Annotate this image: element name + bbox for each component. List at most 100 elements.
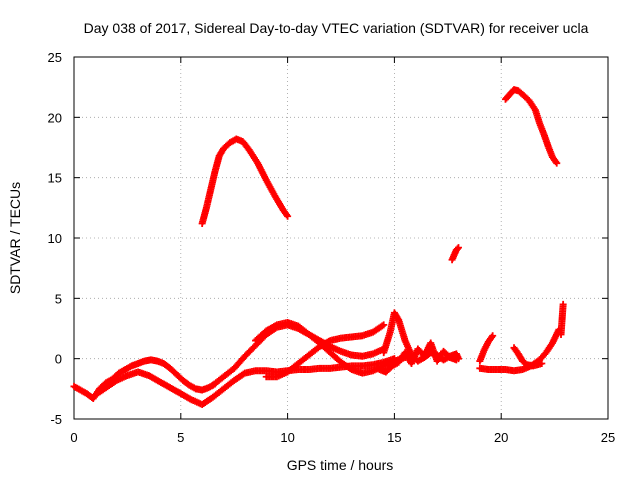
data-point	[284, 368, 292, 376]
data-point	[153, 357, 161, 365]
data-point	[273, 373, 281, 381]
data-point	[427, 339, 435, 347]
data-point	[198, 386, 206, 394]
data-point	[326, 337, 334, 345]
data-point	[510, 86, 518, 94]
data-point	[145, 372, 153, 380]
data-point	[177, 390, 185, 398]
data-point	[420, 352, 428, 360]
data-point	[305, 366, 313, 374]
data-point	[382, 368, 390, 376]
data-point	[369, 367, 377, 375]
data-point	[358, 332, 366, 340]
data-point	[529, 362, 537, 370]
data-point	[316, 364, 324, 372]
data-point	[337, 358, 345, 366]
data-point	[380, 349, 388, 357]
data-point	[262, 367, 270, 375]
data-point	[510, 367, 518, 375]
y-tick-label: 25	[48, 50, 62, 65]
data-point	[452, 350, 460, 358]
data-point	[390, 309, 398, 317]
data-point	[358, 369, 366, 377]
x-axis-label: GPS time / hours	[287, 457, 394, 473]
data-point	[252, 367, 260, 375]
data-point	[452, 356, 460, 364]
data-point	[326, 343, 334, 351]
data-point	[548, 339, 556, 347]
data-point	[375, 366, 383, 374]
data-point	[113, 376, 121, 384]
data-point	[91, 391, 99, 399]
data-point	[215, 152, 223, 160]
data-point	[166, 364, 174, 372]
data-point	[493, 366, 501, 374]
data-point	[123, 372, 131, 380]
data-point	[337, 347, 345, 355]
data-point	[241, 369, 249, 377]
data-point	[155, 378, 163, 386]
data-point	[348, 351, 356, 359]
y-tick-label: 10	[48, 231, 62, 246]
data-point	[207, 186, 215, 194]
data-point	[531, 106, 539, 114]
data-point	[348, 366, 356, 374]
data-point	[446, 353, 454, 361]
data-point	[205, 384, 213, 392]
data-point	[553, 159, 561, 167]
data-point	[134, 359, 142, 367]
data-point	[134, 368, 142, 376]
data-point	[489, 332, 497, 340]
data-point	[501, 366, 509, 374]
data-point	[294, 322, 302, 330]
data-point	[140, 357, 148, 365]
data-point	[241, 352, 249, 360]
data-point	[239, 137, 247, 145]
data-point	[209, 393, 217, 401]
data-point	[369, 361, 377, 369]
data-point	[89, 394, 97, 402]
data-point	[407, 359, 415, 367]
data-point	[519, 366, 527, 374]
data-point	[230, 364, 238, 372]
x-tick-label: 25	[601, 430, 615, 445]
data-point	[386, 328, 394, 336]
data-point	[506, 90, 514, 98]
data-point	[220, 385, 228, 393]
data-point	[557, 331, 565, 339]
data-point	[542, 349, 550, 357]
data-point	[245, 146, 253, 154]
data-point	[450, 251, 458, 259]
y-tick-label: -5	[50, 412, 62, 427]
data-point	[284, 212, 292, 220]
data-point	[198, 220, 206, 228]
data-point	[211, 168, 219, 176]
axis-ticks: 0 5 10 15 20 25 -5 0 5 10 15 20 25	[48, 50, 616, 445]
data-point	[305, 351, 313, 359]
data-point	[220, 373, 228, 381]
data-point	[220, 145, 228, 153]
data-point	[501, 95, 509, 103]
data-point	[115, 369, 123, 377]
data-point	[230, 376, 238, 384]
y-tick-label: 20	[48, 110, 62, 125]
data-point	[173, 370, 181, 378]
data-point	[519, 357, 527, 365]
data-point	[484, 338, 492, 346]
data-point	[395, 358, 403, 366]
x-tick-label: 15	[387, 430, 401, 445]
data-point	[76, 386, 84, 394]
data-point	[254, 159, 262, 167]
series-arc-3	[503, 86, 560, 166]
data-point	[538, 359, 546, 367]
data-point	[401, 337, 409, 345]
data-point	[388, 362, 396, 370]
data-point	[160, 359, 168, 367]
data-point	[440, 347, 448, 355]
data-point	[305, 331, 313, 339]
y-tick-label: 5	[55, 291, 62, 306]
data-point	[476, 364, 484, 372]
data-point	[102, 384, 110, 392]
data-point	[514, 87, 522, 95]
